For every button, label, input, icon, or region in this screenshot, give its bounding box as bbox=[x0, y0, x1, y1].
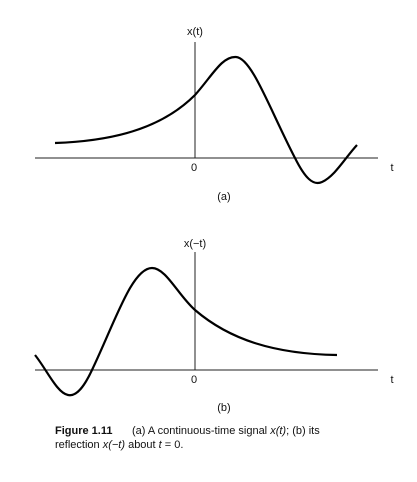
y-axis-label: x(t) bbox=[187, 26, 203, 38]
reflected-curve bbox=[34, 266, 338, 397]
panel-tag: (b) bbox=[217, 402, 230, 414]
x-axis-label: t bbox=[390, 374, 393, 386]
signal-curve bbox=[54, 55, 358, 185]
origin-label: 0 bbox=[191, 374, 197, 386]
caption-text: t bbox=[159, 439, 163, 451]
caption-line: (a) A continuous-time signal x(t); (b) i… bbox=[132, 425, 320, 437]
x-axis-label: t bbox=[390, 162, 393, 174]
caption-label: Figure 1.11 bbox=[55, 425, 112, 437]
caption-text: ; (b) its bbox=[286, 425, 320, 437]
y-axis-label: x(−t) bbox=[184, 238, 206, 250]
caption-text: reflection bbox=[55, 439, 103, 451]
caption-text: = 0. bbox=[162, 439, 184, 451]
caption-text: x(t) bbox=[269, 425, 286, 437]
caption-text: about bbox=[125, 439, 159, 451]
caption-line: reflection x(−t) about t = 0. bbox=[55, 439, 183, 451]
caption-text: x(−t) bbox=[102, 439, 126, 451]
origin-label: 0 bbox=[191, 162, 197, 174]
panel-tag: (a) bbox=[217, 191, 230, 203]
caption-text: (a) A continuous-time signal bbox=[132, 425, 270, 437]
